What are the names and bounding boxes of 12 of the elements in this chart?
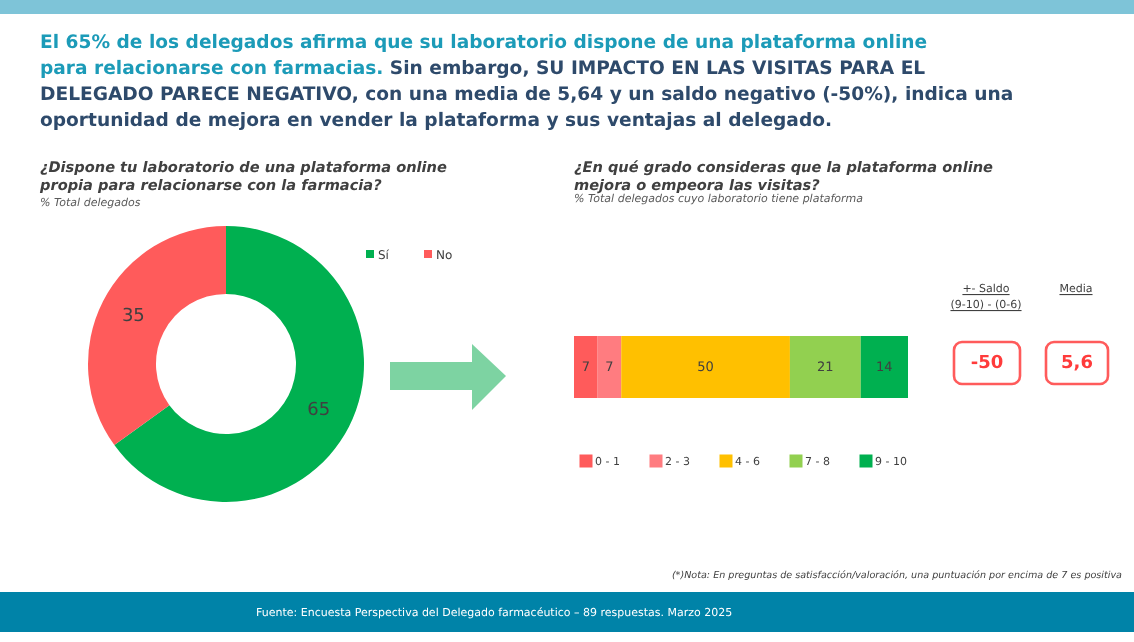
bar [574, 336, 598, 398]
donut-slice [88, 226, 226, 446]
data-label: 65 [307, 401, 331, 422]
text: El 65% de los delegados afirma que su laboratorio dispone de una plataforma online para relacionarse con farmacias. Sin embargo, SU IMPACTO EN LAS VISITAS PARA EL DELEGADO PARECE NEGATIVO, con una media de 5,64 y un saldo negativo (-50%), indica una oportunidad de mejora en vender la plataforma y sus ventajas al delegado. [40, 32, 1014, 132]
bar [621, 336, 790, 398]
bar [789, 336, 861, 398]
bar [597, 336, 622, 398]
text: 5,6 [1061, 354, 1093, 374]
donut-slice [114, 226, 364, 502]
data-label: 35 [121, 306, 145, 327]
bar [860, 336, 908, 398]
text: -50 [970, 354, 1004, 374]
